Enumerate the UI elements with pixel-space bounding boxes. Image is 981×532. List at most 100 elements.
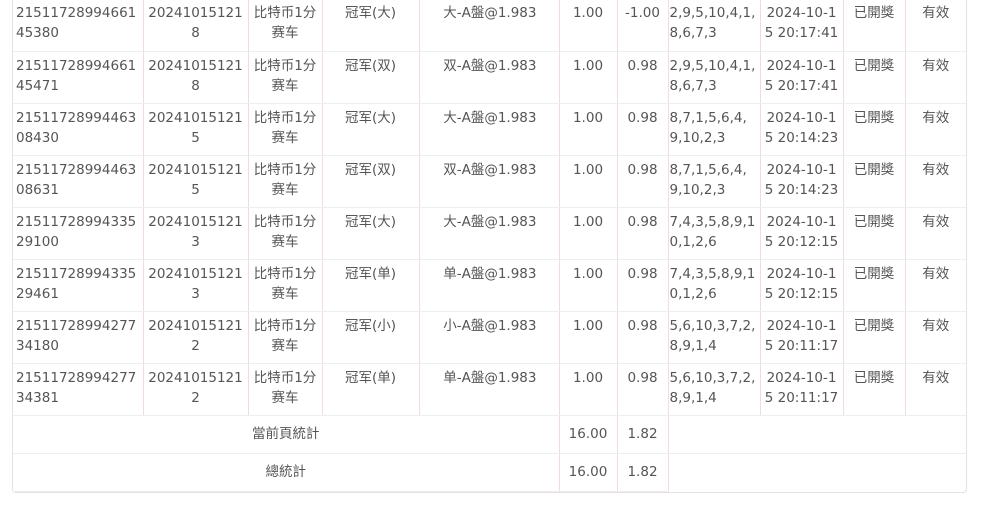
draw-result-cell: 8,7,1,5,6,4,9,10,2,3 <box>668 155 761 208</box>
table-row: 2151172899466145380 202410151218 比特币1分赛车 冠军… <box>13 0 966 52</box>
win-amount-cell: -1.00 <box>617 0 669 52</box>
win-amount-cell: 0.98 <box>617 259 669 312</box>
game-name-cell: 比特币1分赛车 <box>248 259 323 312</box>
bet-time-cell: 2024-10-15 20:12:15 <box>760 259 844 312</box>
bet-content-cell: 单-A盤@1.983 <box>419 363 560 416</box>
draw-result-cell: 7,4,3,5,8,9,10,1,2,6 <box>668 259 761 312</box>
table-row: 2151172899446308430 202410151215 比特币1分赛车 冠军… <box>13 103 966 156</box>
bet-records-table: 2151172899466145380 202410151218 比特币1分赛车 冠军… <box>13 0 966 492</box>
draw-result-cell: 5,6,10,3,7,2,8,9,1,4 <box>668 311 761 364</box>
valid-status-cell: 有效 <box>905 155 966 208</box>
bet-records-table-container: 2151172899466145380 202410151218 比特币1分赛车 冠军… <box>12 0 967 493</box>
bet-content-cell: 大-A盤@1.983 <box>419 207 560 260</box>
bet-amount-cell: 1.00 <box>559 155 618 208</box>
total-summary-empty <box>668 453 966 491</box>
table-row: 2151172899427734381 202410151212 比特币1分赛车 冠军… <box>13 363 966 416</box>
period-cell: 202410151213 <box>143 207 249 260</box>
table-row: 2151172899446308631 202410151215 比特币1分赛车 冠军… <box>13 155 966 208</box>
draw-status-cell: 已開獎 <box>843 0 906 52</box>
bet-id-cell: 2151172899446308631 <box>13 155 144 208</box>
draw-status-cell: 已開獎 <box>843 103 906 156</box>
draw-status-cell: 已開獎 <box>843 311 906 364</box>
game-name-cell: 比特币1分赛车 <box>248 51 323 104</box>
win-amount-cell: 0.98 <box>617 51 669 104</box>
draw-status-cell: 已開獎 <box>843 363 906 416</box>
bet-content-cell: 大-A盤@1.983 <box>419 103 560 156</box>
bet-amount-cell: 1.00 <box>559 363 618 416</box>
period-cell: 202410151213 <box>143 259 249 312</box>
table-row: 2151172899433529100 202410151213 比特币1分赛车 冠军… <box>13 207 966 260</box>
valid-status-cell: 有效 <box>905 311 966 364</box>
play-type-cell: 冠军(单) <box>322 259 420 312</box>
draw-status-cell: 已開獎 <box>843 259 906 312</box>
play-type-cell: 冠军(双) <box>322 155 420 208</box>
game-name-cell: 比特币1分赛车 <box>248 155 323 208</box>
game-name-cell: 比特币1分赛车 <box>248 311 323 364</box>
draw-result-cell: 2,9,5,10,4,1,8,6,7,3 <box>668 0 761 52</box>
win-amount-cell: 0.98 <box>617 311 669 364</box>
bet-time-cell: 2024-10-15 20:11:17 <box>760 311 844 364</box>
win-amount-cell: 0.98 <box>617 207 669 260</box>
table-row: 2151172899427734180 202410151212 比特币1分赛车 冠军… <box>13 311 966 364</box>
valid-status-cell: 有效 <box>905 259 966 312</box>
table-row: 2151172899466145471 202410151218 比特币1分赛车 冠军… <box>13 51 966 104</box>
bet-time-cell: 2024-10-15 20:14:23 <box>760 103 844 156</box>
bet-amount-cell: 1.00 <box>559 207 618 260</box>
valid-status-cell: 有效 <box>905 363 966 416</box>
period-cell: 202410151212 <box>143 363 249 416</box>
play-type-cell: 冠军(大) <box>322 207 420 260</box>
period-cell: 202410151215 <box>143 103 249 156</box>
bet-content-cell: 单-A盤@1.983 <box>419 259 560 312</box>
bet-amount-cell: 1.00 <box>559 103 618 156</box>
bet-time-cell: 2024-10-15 20:17:41 <box>760 0 844 52</box>
page-summary-empty <box>668 415 966 454</box>
win-amount-cell: 0.98 <box>617 103 669 156</box>
play-type-cell: 冠军(小) <box>322 311 420 364</box>
table-row: 2151172899433529461 202410151213 比特币1分赛车 冠军… <box>13 259 966 312</box>
bet-id-cell: 2151172899466145380 <box>13 0 144 52</box>
bet-amount-cell: 1.00 <box>559 51 618 104</box>
period-cell: 202410151215 <box>143 155 249 208</box>
draw-result-cell: 2,9,5,10,4,1,8,6,7,3 <box>668 51 761 104</box>
bet-content-cell: 双-A盤@1.983 <box>419 51 560 104</box>
play-type-cell: 冠军(单) <box>322 363 420 416</box>
bet-id-cell: 2151172899433529461 <box>13 259 144 312</box>
bet-content-cell: 小-A盤@1.983 <box>419 311 560 364</box>
draw-result-cell: 8,7,1,5,6,4,9,10,2,3 <box>668 103 761 156</box>
draw-result-cell: 5,6,10,3,7,2,8,9,1,4 <box>668 363 761 416</box>
period-cell: 202410151212 <box>143 311 249 364</box>
bet-time-cell: 2024-10-15 20:14:23 <box>760 155 844 208</box>
valid-status-cell: 有效 <box>905 0 966 52</box>
play-type-cell: 冠军(双) <box>322 51 420 104</box>
bet-time-cell: 2024-10-15 20:17:41 <box>760 51 844 104</box>
page-summary-row: 當前頁統計 16.00 1.82 <box>13 415 966 454</box>
game-name-cell: 比特币1分赛车 <box>248 0 323 52</box>
bet-time-cell: 2024-10-15 20:11:17 <box>760 363 844 416</box>
bet-id-cell: 2151172899466145471 <box>13 51 144 104</box>
game-name-cell: 比特币1分赛车 <box>248 103 323 156</box>
bet-amount-cell: 1.00 <box>559 311 618 364</box>
total-summary-row: 總統計 16.00 1.82 <box>13 453 966 492</box>
total-summary-label: 總統計 <box>13 453 560 492</box>
valid-status-cell: 有效 <box>905 103 966 156</box>
bet-id-cell: 2151172899433529100 <box>13 207 144 260</box>
total-summary-amount: 16.00 <box>559 453 618 492</box>
bet-content-cell: 大-A盤@1.983 <box>419 0 560 52</box>
page-summary-amount: 16.00 <box>559 415 618 454</box>
period-cell: 202410151218 <box>143 51 249 104</box>
bet-amount-cell: 1.00 <box>559 0 618 52</box>
game-name-cell: 比特币1分赛车 <box>248 363 323 416</box>
draw-result-cell: 7,4,3,5,8,9,10,1,2,6 <box>668 207 761 260</box>
game-name-cell: 比特币1分赛车 <box>248 207 323 260</box>
period-cell: 202410151218 <box>143 0 249 52</box>
page-summary-win: 1.82 <box>617 415 669 454</box>
total-summary-win: 1.82 <box>617 453 669 492</box>
valid-status-cell: 有效 <box>905 51 966 104</box>
bet-amount-cell: 1.00 <box>559 259 618 312</box>
bet-content-cell: 双-A盤@1.983 <box>419 155 560 208</box>
bet-time-cell: 2024-10-15 20:12:15 <box>760 207 844 260</box>
win-amount-cell: 0.98 <box>617 155 669 208</box>
draw-status-cell: 已開獎 <box>843 155 906 208</box>
bet-id-cell: 2151172899427734180 <box>13 311 144 364</box>
page-summary-label: 當前頁統計 <box>13 415 560 454</box>
